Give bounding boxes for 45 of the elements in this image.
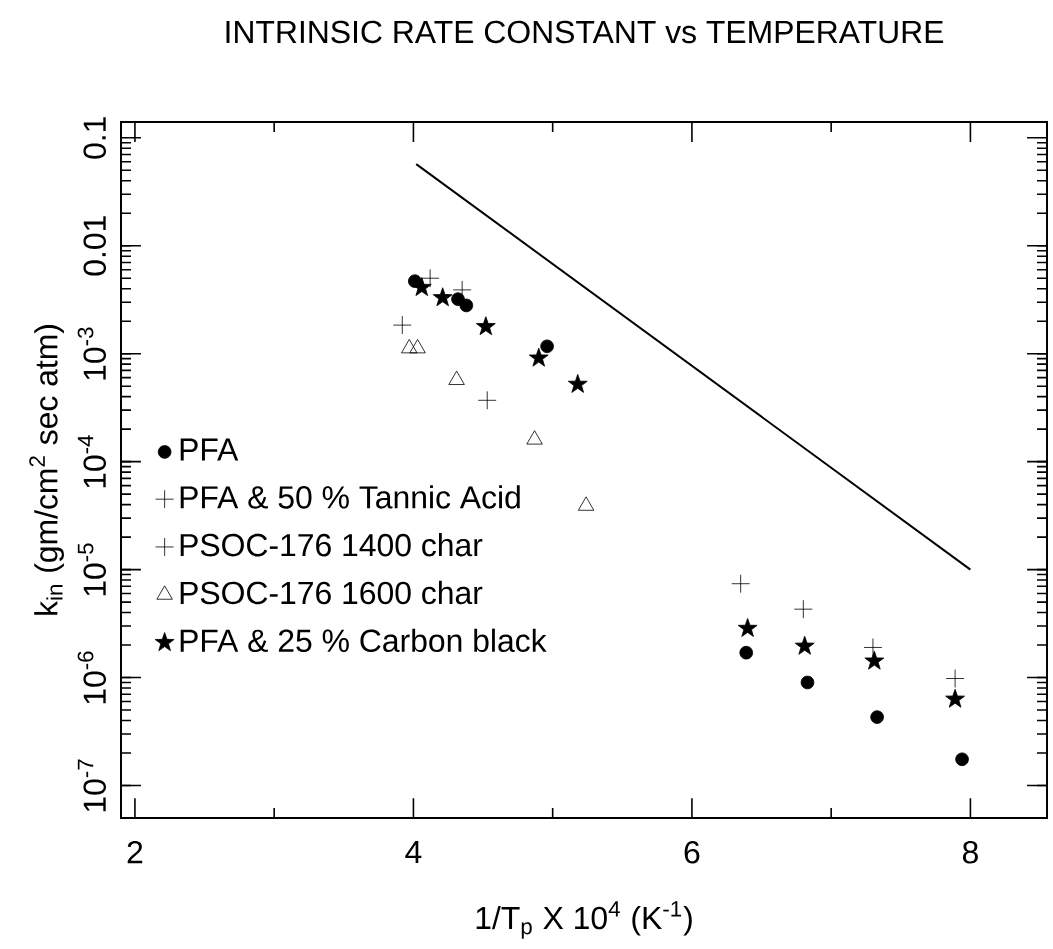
point bbox=[401, 338, 418, 354]
point bbox=[870, 710, 884, 724]
y-axis-title: k$_{in}$ (gm/cm$^{2}$ sec atm) bbox=[29, 324, 64, 615]
point bbox=[737, 617, 758, 637]
point bbox=[477, 390, 497, 410]
point bbox=[945, 668, 965, 688]
point bbox=[448, 370, 465, 385]
point bbox=[731, 574, 751, 593]
point bbox=[459, 298, 474, 312]
x-tick-label: 4 bbox=[405, 840, 422, 863]
point bbox=[475, 316, 496, 335]
point bbox=[793, 599, 813, 619]
legend-label: PSOC-176 1600 char bbox=[180, 580, 483, 605]
point bbox=[420, 268, 440, 288]
point bbox=[392, 315, 412, 335]
point bbox=[800, 675, 815, 690]
y-tick-label: 10$^{-6}$ bbox=[77, 651, 106, 704]
y-tick-label: 0.1 bbox=[83, 116, 106, 159]
point bbox=[526, 430, 543, 445]
x-axis-title: 1/T$_{p}$ X 10$^{4}$ (K$^{-1}$) bbox=[476, 900, 692, 939]
point bbox=[540, 339, 554, 353]
x-tick-label: 2 bbox=[127, 840, 143, 864]
point bbox=[528, 347, 549, 367]
point bbox=[864, 650, 885, 670]
point bbox=[955, 752, 969, 766]
point bbox=[739, 645, 754, 660]
point bbox=[432, 287, 453, 306]
point bbox=[863, 637, 883, 657]
legend-label: PFA & 25 % Carbon black bbox=[180, 628, 547, 652]
x-tick-label: 6 bbox=[684, 840, 700, 864]
point bbox=[945, 688, 965, 708]
y-tick-label: 10$^{-5}$ bbox=[77, 543, 106, 596]
y-tick-label: 10$^{-3}$ bbox=[77, 327, 106, 380]
legend-label: PSOC-176 1400 char bbox=[180, 532, 483, 557]
point bbox=[409, 338, 426, 354]
point bbox=[794, 635, 815, 655]
y-tick-label: 10$^{-7}$ bbox=[77, 759, 106, 812]
y-tick-label: 10$^{-4}$ bbox=[77, 434, 106, 488]
point bbox=[567, 373, 588, 393]
point bbox=[577, 496, 595, 511]
chart-title: INTRINSIC RATE CONSTANT vs TEMPERATURE bbox=[226, 20, 944, 44]
y-tick-label: 0.01 bbox=[83, 216, 106, 276]
x-tick-label: 8 bbox=[962, 840, 978, 864]
legend-label: PFA bbox=[180, 438, 239, 461]
legend-label: PFA & 50 % Tannic Acid bbox=[180, 485, 520, 509]
